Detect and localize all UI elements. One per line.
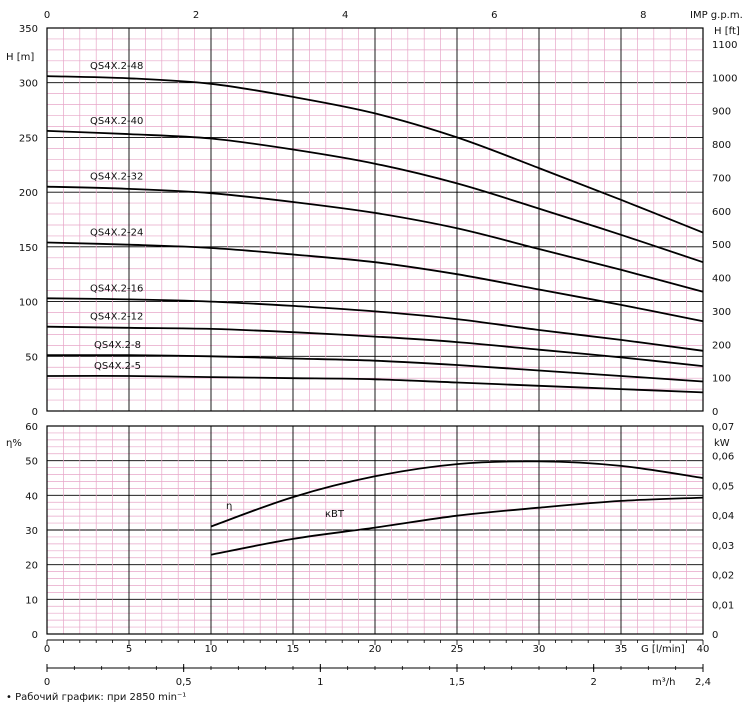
g-tick-label: 10 bbox=[205, 644, 218, 655]
curve-label: QS4X.2-40 bbox=[90, 116, 143, 127]
top-chart-grid bbox=[46, 27, 704, 412]
ft-tick-label: 1000 bbox=[712, 73, 737, 84]
kw-tick-label: 0,04 bbox=[712, 511, 734, 522]
imp-axis-label: IMP g.p.m. bbox=[690, 10, 743, 21]
g-tick-label: 30 bbox=[533, 644, 546, 655]
head-curves: QS4X.2-48 QS4X.2-40 QS4X.2-32 QS4X.2-24 QS4X… bbox=[46, 61, 704, 394]
kw-tick-label: 0,02 bbox=[712, 571, 734, 582]
curve-label: QS4X.2-32 bbox=[90, 172, 143, 183]
g-axis-label: G [l/min] bbox=[641, 644, 685, 655]
kw-tick-label: 0,05 bbox=[712, 481, 734, 492]
bottom-chart-grid bbox=[46, 425, 704, 635]
y-tick-label: 300 bbox=[19, 79, 38, 90]
head-curve-QS4X.2-24 bbox=[46, 241, 704, 323]
g-tick-label: 20 bbox=[369, 644, 382, 655]
m3h-tick-label: 1,5 bbox=[449, 677, 465, 688]
series-label: η bbox=[226, 501, 232, 512]
curve-label: QS4X.2-5 bbox=[94, 361, 141, 372]
m3h-tick-label: 1 bbox=[317, 677, 323, 688]
ft-tick-label: 400 bbox=[712, 274, 731, 285]
kw-tick-label: 0,01 bbox=[712, 600, 734, 611]
y-tick-label: 150 bbox=[19, 243, 38, 254]
ft-tick-label: 700 bbox=[712, 173, 731, 184]
kw-axis-label: kW bbox=[714, 438, 730, 449]
imp-tick-label: 4 bbox=[342, 10, 348, 21]
ft-tick-label: 1100 bbox=[712, 40, 737, 51]
eta-tick-label: 40 bbox=[25, 491, 38, 502]
eta-tick-label: 0 bbox=[32, 630, 38, 641]
ft-tick-label: 900 bbox=[712, 107, 731, 118]
head-curve-QS4X.2-12 bbox=[46, 325, 704, 367]
kw-tick-label: 0,03 bbox=[712, 541, 734, 552]
g-tick-label: 0 bbox=[44, 644, 50, 655]
y-tick-label: 250 bbox=[19, 133, 38, 144]
ft-axis-label: H [ft] bbox=[714, 26, 740, 37]
ft-tick-label: 300 bbox=[712, 307, 731, 318]
y-tick-label: 100 bbox=[19, 298, 38, 309]
head-curve-QS4X.2-32 bbox=[46, 185, 704, 293]
ft-tick-label: 100 bbox=[712, 374, 731, 385]
series-label: кВТ bbox=[325, 509, 345, 520]
y-tick-label: 350 bbox=[19, 24, 38, 35]
m3h-tick-label: 0,5 bbox=[176, 677, 192, 688]
eta-tick-label: 50 bbox=[25, 457, 38, 468]
eta-tick-label: 10 bbox=[25, 595, 38, 606]
curve-label: QS4X.2-24 bbox=[90, 227, 143, 238]
eta-axis-label: η% bbox=[6, 438, 22, 449]
ft-tick-label: 500 bbox=[712, 240, 731, 251]
curve-η bbox=[210, 460, 704, 528]
head-curve-QS4X.2-8 bbox=[46, 354, 704, 383]
plot-frame bbox=[46, 425, 704, 635]
m3h-tick-label: 0 bbox=[44, 677, 50, 688]
g-tick-label: 5 bbox=[126, 644, 132, 655]
plot-frame bbox=[46, 27, 704, 412]
m3h-tick-label: 2,4 bbox=[695, 677, 711, 688]
footer-note: • Рабочий график: при 2850 min⁻¹ bbox=[6, 692, 186, 703]
m3h-axis-label: m³/h bbox=[652, 677, 675, 688]
kw-tick-label: 0 bbox=[712, 630, 718, 641]
kw-tick-label: 0,06 bbox=[712, 452, 734, 463]
head-curve-QS4X.2-48 bbox=[46, 75, 704, 234]
ft-tick-label: 0 bbox=[712, 407, 718, 418]
m3h-tick-label: 2 bbox=[590, 677, 596, 688]
imp-tick-label: 2 bbox=[193, 10, 199, 21]
head-curve-QS4X.2-16 bbox=[46, 297, 704, 352]
g-tick-label: 40 bbox=[697, 644, 710, 655]
head-curve-QS4X.2-5 bbox=[46, 375, 704, 394]
head-curve-QS4X.2-40 bbox=[46, 130, 704, 264]
curve-label: QS4X.2-8 bbox=[94, 340, 141, 351]
y-tick-label: 0 bbox=[32, 407, 38, 418]
y-axis-label: H [m] bbox=[6, 52, 34, 63]
efficiency-power-curves: η кВТ bbox=[210, 460, 704, 556]
imp-tick-label: 0 bbox=[44, 10, 50, 21]
imp-tick-label: 6 bbox=[491, 10, 497, 21]
curve-label: QS4X.2-12 bbox=[90, 312, 143, 323]
g-tick-label: 15 bbox=[287, 644, 300, 655]
curve-кВТ bbox=[210, 496, 704, 556]
curve-label: QS4X.2-48 bbox=[90, 61, 143, 72]
ft-tick-label: 600 bbox=[712, 207, 731, 218]
eta-tick-label: 20 bbox=[25, 561, 38, 572]
eta-tick-label: 60 bbox=[25, 422, 38, 433]
ft-tick-label: 200 bbox=[712, 340, 731, 351]
y-tick-label: 50 bbox=[25, 352, 38, 363]
ft-tick-label: 800 bbox=[712, 140, 731, 151]
g-tick-label: 25 bbox=[451, 644, 464, 655]
imp-tick-label: 8 bbox=[640, 10, 646, 21]
g-tick-label: 35 bbox=[615, 644, 628, 655]
eta-tick-label: 30 bbox=[25, 526, 38, 537]
y-tick-label: 200 bbox=[19, 188, 38, 199]
kw-tick-label: 0,07 bbox=[712, 422, 734, 433]
curve-label: QS4X.2-16 bbox=[90, 283, 143, 294]
